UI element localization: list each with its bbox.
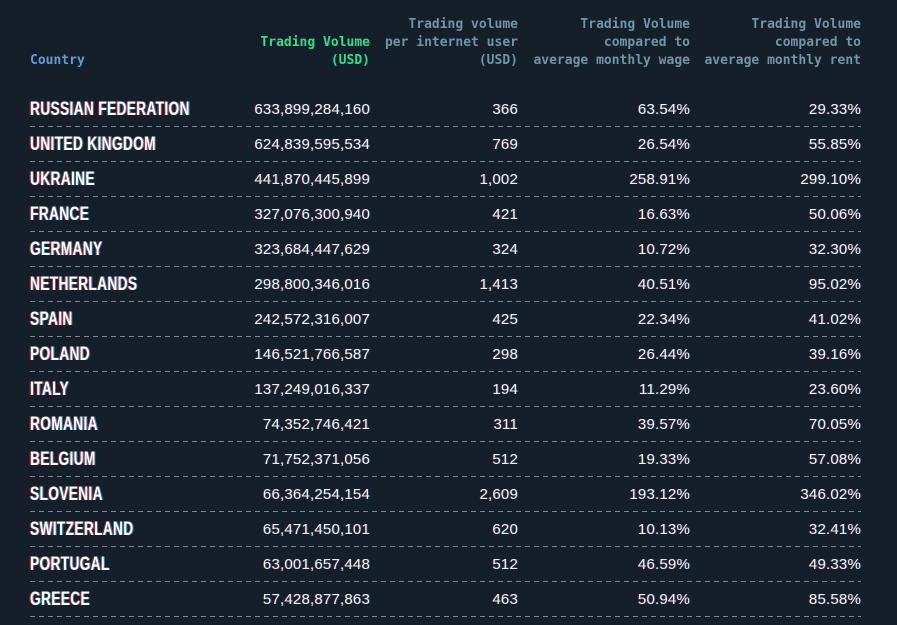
volume-vs-monthly-wage-value: 19.33% [637,451,690,468]
volume-vs-monthly-wage-value: 10.13% [637,521,690,538]
trading-volume-usd-value: 137,249,016,337 [254,381,370,398]
country-name: SWITZERLAND [30,518,134,540]
trading-volume-usd-value: 66,364,254,154 [262,486,370,503]
column-header-country: Country [30,53,85,68]
volume-vs-monthly-wage-value: 39.57% [637,416,690,433]
trading-volume-usd-value: 441,870,445,899 [254,171,370,188]
volume-vs-monthly-rent-value: 299.10% [800,171,861,188]
table-body: RUSSIAN FEDERATION 633,899,284,160 366 6… [30,92,861,617]
volume-per-internet-user-value: 2,609 [479,486,518,503]
country-name: NETHERLANDS [30,273,138,295]
trading-volume-usd-value: 327,076,300,940 [254,206,370,223]
trading-volume-usd-value: 624,839,595,534 [254,136,370,153]
volume-vs-monthly-wage-value: 193.12% [629,486,690,503]
volume-vs-monthly-wage-value: 258.91% [629,171,690,188]
volume-vs-monthly-rent-value: 29.33% [808,101,861,118]
volume-vs-monthly-wage-value: 26.44% [637,346,690,363]
volume-per-internet-user-value: 1,002 [479,171,518,188]
country-name: POLAND [30,343,90,365]
country-name: SLOVENIA [30,483,103,505]
trading-volume-usd-value: 74,352,746,421 [262,416,370,433]
volume-vs-monthly-wage-value: 50.94% [637,591,690,608]
trading-volume-usd-value: 71,752,371,056 [262,451,370,468]
volume-vs-monthly-wage-value: 63.54% [637,101,690,118]
trading-volume-by-country-table: Country Trading Volume (USD) Trading vol… [30,0,861,617]
table-row: SLOVENIA 66,364,254,154 2,609 193.12% 34… [30,477,861,512]
column-header-volume-vs-monthly-wage: Trading Volume compared to average month… [533,17,690,68]
volume-vs-monthly-wage-value: 16.63% [637,206,690,223]
table-row: SWITZERLAND 65,471,450,101 620 10.13% 32… [30,512,861,547]
country-name: ROMANIA [30,413,98,435]
table-row: GREECE 57,428,877,863 463 50.94% 85.58% [30,582,861,617]
volume-vs-monthly-wage-value: 46.59% [637,556,690,573]
volume-per-internet-user-value: 421 [492,206,518,223]
volume-per-internet-user-value: 512 [492,451,518,468]
volume-vs-monthly-rent-value: 85.58% [808,591,861,608]
country-name: GERMANY [30,238,103,260]
table-row: RUSSIAN FEDERATION 633,899,284,160 366 6… [30,92,861,127]
trading-volume-usd-value: 298,800,346,016 [254,276,370,293]
table-row: ITALY 137,249,016,337 194 11.29% 23.60% [30,372,861,407]
volume-vs-monthly-rent-value: 55.85% [808,136,861,153]
volume-per-internet-user-value: 512 [492,556,518,573]
column-header-trading-volume-usd: Trading Volume (USD) [260,35,370,68]
volume-per-internet-user-value: 194 [492,381,518,398]
country-name: PORTUGAL [30,553,110,575]
table-row: FRANCE 327,076,300,940 421 16.63% 50.06% [30,197,861,232]
table-row: GERMANY 323,684,447,629 324 10.72% 32.30… [30,232,861,267]
volume-per-internet-user-value: 620 [492,521,518,538]
table-header-row: Country Trading Volume (USD) Trading vol… [30,0,861,92]
volume-vs-monthly-rent-value: 50.06% [808,206,861,223]
country-name: FRANCE [30,203,90,225]
volume-per-internet-user-value: 425 [492,311,518,328]
volume-vs-monthly-wage-value: 40.51% [637,276,690,293]
volume-vs-monthly-rent-value: 49.33% [808,556,861,573]
column-header-volume-per-internet-user: Trading volume per internet user (USD) [384,17,518,68]
country-name: SPAIN [30,308,73,330]
country-name: ITALY [30,378,70,400]
trading-volume-usd-value: 633,899,284,160 [254,101,370,118]
country-name: GREECE [30,588,90,610]
trading-volume-usd-value: 63,001,657,448 [262,556,370,573]
volume-vs-monthly-rent-value: 39.16% [808,346,861,363]
trading-volume-usd-value: 65,471,450,101 [262,521,370,538]
volume-per-internet-user-value: 311 [493,416,518,433]
table-row: POLAND 146,521,766,587 298 26.44% 39.16% [30,337,861,372]
volume-per-internet-user-value: 366 [492,101,518,118]
trading-volume-usd-value: 323,684,447,629 [254,241,370,258]
column-header-volume-vs-monthly-rent: Trading Volume compared to average month… [704,17,861,68]
table-row: NETHERLANDS 298,800,346,016 1,413 40.51%… [30,267,861,302]
volume-vs-monthly-wage-value: 10.72% [637,241,690,258]
table-row: SPAIN 242,572,316,007 425 22.34% 41.02% [30,302,861,337]
country-name: UKRAINE [30,168,95,190]
volume-vs-monthly-rent-value: 70.05% [808,416,861,433]
volume-vs-monthly-rent-value: 32.30% [808,241,861,258]
volume-per-internet-user-value: 1,413 [479,276,518,293]
table-row: ROMANIA 74,352,746,421 311 39.57% 70.05% [30,407,861,442]
table-row: PORTUGAL 63,001,657,448 512 46.59% 49.33… [30,547,861,582]
volume-vs-monthly-wage-value: 11.29% [639,381,690,398]
volume-per-internet-user-value: 769 [492,136,518,153]
country-name: RUSSIAN FEDERATION [30,98,190,120]
country-name: UNITED KINGDOM [30,133,156,155]
table-row: UNITED KINGDOM 624,839,595,534 769 26.54… [30,127,861,162]
volume-vs-monthly-rent-value: 23.60% [808,381,861,398]
volume-vs-monthly-rent-value: 57.08% [808,451,861,468]
volume-vs-monthly-wage-value: 26.54% [637,136,690,153]
country-name: BELGIUM [30,448,96,470]
volume-vs-monthly-rent-value: 95.02% [808,276,861,293]
volume-vs-monthly-rent-value: 346.02% [800,486,861,503]
volume-per-internet-user-value: 463 [492,591,518,608]
volume-vs-monthly-rent-value: 32.41% [808,521,861,538]
trading-volume-usd-value: 57,428,877,863 [262,591,370,608]
trading-volume-usd-value: 242,572,316,007 [254,311,370,328]
table-row: UKRAINE 441,870,445,899 1,002 258.91% 29… [30,162,861,197]
table-row: BELGIUM 71,752,371,056 512 19.33% 57.08% [30,442,861,477]
volume-vs-monthly-wage-value: 22.34% [637,311,690,328]
volume-per-internet-user-value: 298 [492,346,518,363]
volume-per-internet-user-value: 324 [492,241,518,258]
trading-volume-usd-value: 146,521,766,587 [254,346,370,363]
volume-vs-monthly-rent-value: 41.02% [808,311,861,328]
